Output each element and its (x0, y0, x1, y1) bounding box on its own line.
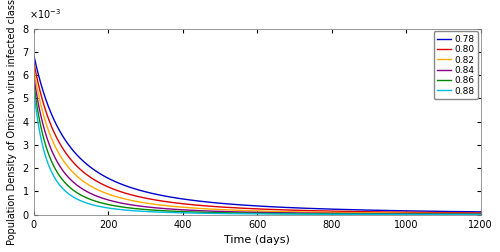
0.88 (478, 213, 484, 216)
0.80 (398, 211, 404, 214)
0.78 (112, 180, 118, 183)
0.78 (30, 53, 36, 56)
Line: 0.82: 0.82 (34, 68, 480, 214)
0.86 (30, 80, 36, 83)
0.82 (112, 195, 118, 198)
0.82 (202, 207, 207, 210)
0.84 (112, 200, 118, 203)
0.80 (478, 211, 484, 214)
0.86 (478, 213, 484, 216)
0.82 (322, 211, 328, 214)
Line: 0.84: 0.84 (34, 75, 480, 214)
0.88 (398, 213, 404, 216)
0.78 (364, 209, 370, 212)
0.80 (299, 209, 305, 212)
0.86 (398, 213, 404, 216)
0.80 (202, 204, 207, 207)
0.78 (299, 207, 305, 210)
0.80 (112, 188, 118, 191)
0.88 (112, 207, 118, 210)
Line: 0.80: 0.80 (34, 61, 480, 213)
0.88 (30, 87, 36, 90)
Line: 0.88: 0.88 (34, 89, 480, 214)
0.82 (299, 210, 305, 213)
0.78 (322, 207, 328, 210)
0.84 (364, 212, 370, 215)
0.82 (364, 211, 370, 214)
0.82 (398, 212, 404, 215)
0.88 (299, 213, 305, 216)
0.78 (398, 209, 404, 212)
0.86 (364, 212, 370, 215)
0.82 (478, 212, 484, 215)
0.86 (299, 212, 305, 215)
Y-axis label: Population Density of Omicron virus infected class: Population Density of Omicron virus infe… (7, 0, 17, 245)
0.78 (478, 210, 484, 213)
0.84 (30, 74, 36, 77)
0.86 (202, 211, 207, 214)
X-axis label: Time (days): Time (days) (224, 235, 290, 245)
0.80 (322, 209, 328, 212)
0.82 (30, 67, 36, 70)
0.84 (398, 212, 404, 215)
0.80 (30, 59, 36, 62)
0.86 (112, 204, 118, 207)
0.84 (478, 212, 484, 215)
0.84 (299, 211, 305, 214)
0.88 (364, 213, 370, 216)
0.80 (364, 210, 370, 213)
0.84 (322, 212, 328, 215)
0.84 (202, 209, 207, 212)
0.86 (322, 212, 328, 215)
0.88 (322, 213, 328, 216)
0.88 (202, 212, 207, 215)
0.78 (202, 200, 207, 203)
Line: 0.78: 0.78 (34, 54, 480, 212)
Line: 0.86: 0.86 (34, 82, 480, 214)
Legend: 0.78, 0.80, 0.82, 0.84, 0.86, 0.88: 0.78, 0.80, 0.82, 0.84, 0.86, 0.88 (434, 31, 478, 99)
Text: $\times10^{-3}$: $\times10^{-3}$ (29, 7, 62, 21)
